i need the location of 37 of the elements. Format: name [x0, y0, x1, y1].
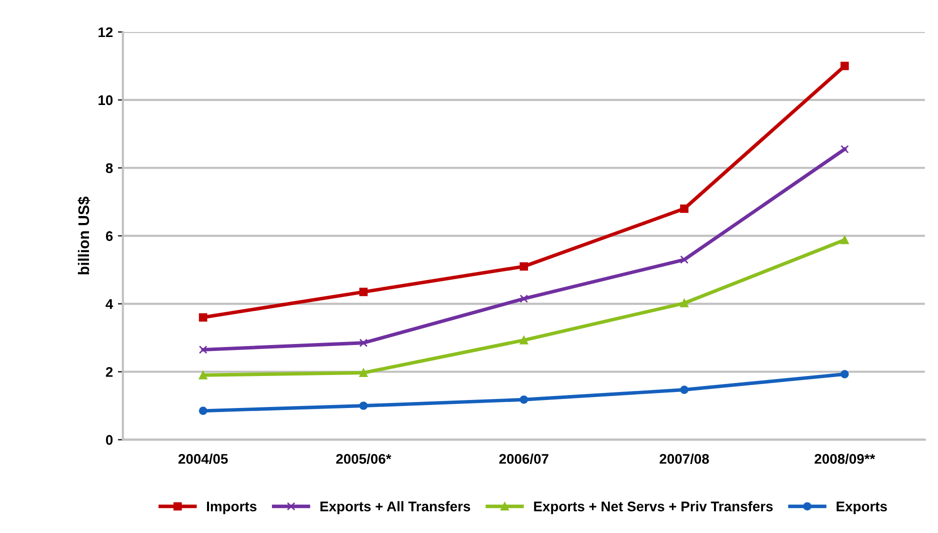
- y-tick-label: 8: [106, 163, 113, 174]
- x-tick-label: 2004/05: [178, 454, 228, 464]
- legend-label: Imports: [207, 502, 256, 514]
- point: [680, 298, 688, 308]
- point: [198, 313, 208, 322]
- point: [840, 62, 849, 70]
- point: [680, 255, 688, 264]
- point: [680, 386, 688, 394]
- point: [520, 395, 528, 404]
- point: [520, 294, 528, 303]
- point: [840, 236, 849, 244]
- y-tick-label: 4: [106, 299, 114, 309]
- point: [359, 288, 368, 296]
- x-tick-label: 2005/06*: [336, 454, 392, 464]
- x-tick-label: 2006/07: [499, 454, 548, 464]
- x-tick-label: 2007/08: [660, 454, 709, 464]
- point: [680, 204, 688, 213]
- point: [198, 346, 208, 354]
- point: [840, 370, 849, 378]
- legend-label: Exports + All Transfers: [320, 501, 470, 514]
- y-tick-label: 2: [106, 367, 113, 377]
- point: [359, 368, 368, 377]
- legend-label: Exports + Net Servs + Priv Transfers: [534, 501, 773, 514]
- point: [520, 262, 528, 271]
- point: [840, 145, 849, 154]
- x-tick-label: 2008/09**: [814, 454, 876, 464]
- y-tick-label: 6: [106, 231, 113, 242]
- point: [520, 336, 528, 344]
- y-axis-title: billion US$: [78, 196, 90, 274]
- legend-label: Exports: [836, 502, 887, 514]
- y-tick-label: 12: [98, 27, 113, 38]
- point: [198, 371, 208, 380]
- point: [359, 402, 368, 410]
- y-tick-label: 10: [98, 95, 113, 106]
- point: [359, 338, 368, 348]
- point: [198, 406, 208, 416]
- y-tick-label: 0: [106, 435, 113, 445]
